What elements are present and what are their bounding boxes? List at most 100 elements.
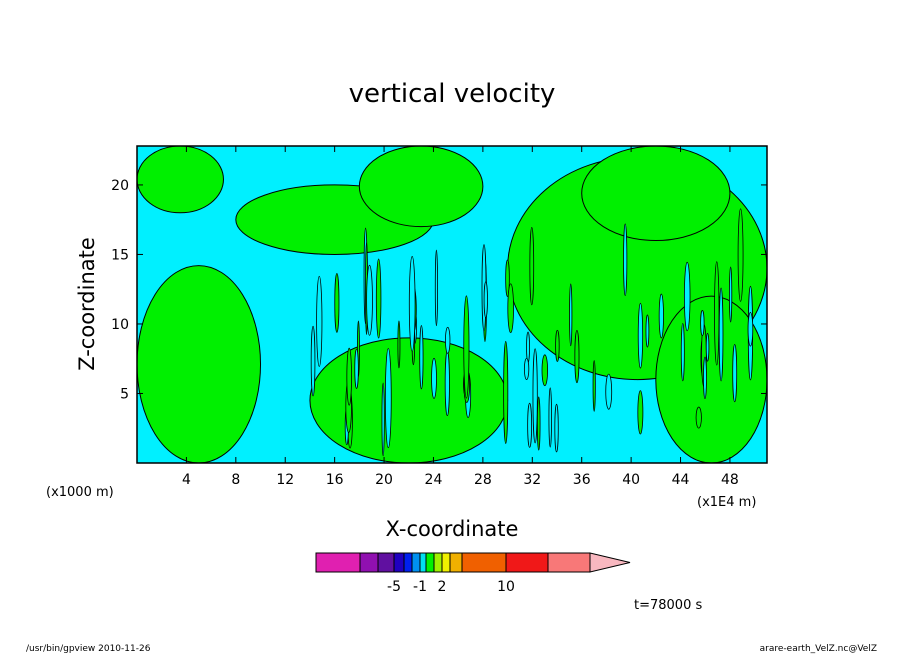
x-tick-label: 28 (474, 472, 492, 488)
field-streak (605, 373, 613, 410)
field-streak (505, 259, 510, 297)
field-streak (310, 325, 316, 397)
colorbar-swatch (393, 552, 405, 573)
field-streak (346, 347, 352, 406)
x-tick-label: 12 (276, 472, 294, 488)
field-streak (737, 208, 744, 302)
x-tick-label: 4 (182, 472, 191, 488)
field-streak (645, 314, 650, 348)
field-streak (463, 295, 470, 399)
field-streak (729, 266, 733, 323)
x-axis-unit: (x1E4 m) (697, 495, 756, 510)
colorbar-tick-label: -5 (387, 579, 401, 595)
field-streak (527, 402, 533, 448)
field-streak (384, 348, 392, 449)
footer-left: /usr/bin/gpview 2010-11-26 (26, 644, 151, 654)
time-label: t=78000 s (634, 598, 702, 613)
x-tick-label: 32 (523, 472, 541, 488)
field-streak (375, 258, 382, 339)
x-tick-label: 44 (672, 472, 690, 488)
y-tick-label: 5 (120, 386, 129, 402)
field-band-7 (581, 146, 731, 242)
colorbar-swatch (433, 552, 443, 573)
field-streak (529, 227, 535, 306)
colorbar-swatch (547, 552, 591, 573)
colorbar-swatch (425, 552, 435, 573)
field-streak (555, 329, 560, 362)
field-streak (444, 350, 450, 416)
field-streak (548, 387, 552, 448)
colorbar-arrow (589, 552, 631, 573)
y-axis-label: Z-coordinate (75, 237, 99, 371)
colorbar-swatch (441, 552, 451, 573)
field-streak (366, 264, 373, 336)
colorbar-tick-label: 2 (438, 579, 447, 595)
y-tick-label: 15 (111, 247, 129, 263)
x-axis-ticks: 4 8 12 16 20 24 28 32 36 40 44 48 (182, 146, 739, 488)
colorbar-tick-label: -1 (413, 579, 427, 595)
colorbar-swatch (411, 552, 421, 573)
y-tick-label: 10 (111, 317, 129, 333)
field-streak (434, 249, 438, 327)
field-streak (637, 302, 644, 369)
colorbar-swatch (359, 552, 379, 573)
field-streak (483, 281, 488, 318)
field-streak (541, 354, 549, 387)
field-streak (381, 382, 385, 457)
field-streak (431, 357, 437, 399)
colorbar-swatch (419, 552, 427, 573)
field-streak (714, 261, 720, 366)
footer-right: arare-earth_VelZ.nc@VelZ (760, 644, 877, 654)
field-streak (703, 356, 707, 399)
x-tick-label: 48 (721, 472, 739, 488)
colorbar-swatch (449, 552, 463, 573)
x-axis-label: X-coordinate (386, 517, 519, 541)
y-tick-label: 20 (111, 178, 129, 194)
field-streak (747, 312, 754, 347)
field-streak (419, 325, 424, 390)
field-band-0 (137, 265, 262, 463)
x-tick-label: 40 (622, 472, 640, 488)
field-streak (623, 223, 628, 297)
chart-title: vertical velocity (349, 79, 556, 109)
field-streak (700, 310, 705, 337)
field-streak (658, 293, 664, 339)
field-streak (569, 283, 573, 347)
field-streak (705, 332, 710, 362)
field-streak (408, 256, 416, 352)
field-streak (526, 331, 530, 363)
field-streak (354, 348, 359, 389)
field-streak (732, 344, 738, 403)
field-band-4 (358, 146, 484, 228)
field-streak (532, 348, 538, 444)
colorbar-swatch (403, 552, 413, 573)
colorbar-swatch (461, 552, 507, 573)
field-streak (592, 360, 596, 412)
field-streak (574, 329, 580, 384)
field-streak (680, 322, 685, 382)
y-axis-unit: (x1000 m) (46, 485, 114, 500)
field-band-3 (309, 337, 509, 463)
x-tick-label: 8 (231, 472, 240, 488)
field-streak (507, 283, 514, 334)
plot-frame (136, 145, 768, 464)
x-tick-label: 36 (573, 472, 591, 488)
field-streak (536, 396, 541, 451)
field-streak (316, 275, 323, 367)
colorbar-tick-label: 10 (497, 579, 515, 595)
colorbar-swatch (377, 552, 395, 573)
field-streak (554, 403, 559, 453)
field-streak (397, 320, 401, 369)
x-tick-label: 24 (425, 472, 443, 488)
colorbar-tick-labels: -5 -1 2 10 (387, 579, 515, 595)
x-tick-label: 16 (326, 472, 344, 488)
field-band-1 (137, 146, 224, 214)
colorbar-swatch (315, 552, 361, 573)
colorbar (315, 552, 631, 573)
field-streak (334, 273, 340, 333)
y-axis-ticks: 5 10 15 20 (111, 178, 767, 402)
field-streak (637, 390, 644, 435)
field-streak (695, 406, 702, 429)
field-streak (445, 326, 451, 354)
